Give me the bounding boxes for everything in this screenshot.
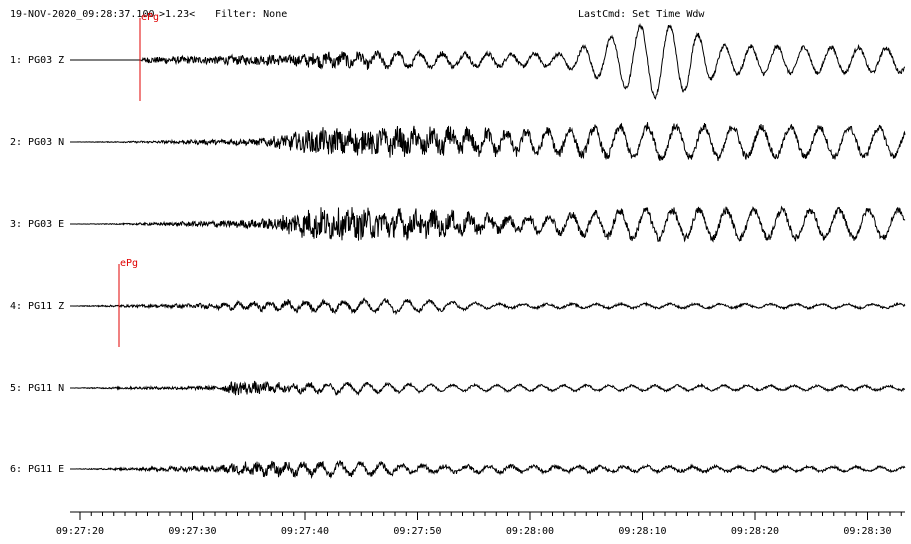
waveform — [70, 122, 906, 162]
pick-label: ePg — [120, 258, 138, 269]
waveform — [70, 22, 905, 101]
trace-label: 5: PG11 N — [10, 383, 64, 394]
trace-label: 6: PG11 E — [10, 464, 64, 475]
last-command: LastCmd: Set Time Wdw — [578, 9, 705, 20]
trace-label: 1: PG03 Z — [10, 55, 64, 66]
trace-label: 3: PG03 E — [10, 219, 64, 230]
time-tick-label: 09:28:10 — [618, 526, 666, 537]
waveform — [70, 205, 906, 243]
trace-label: 2: PG03 N — [10, 137, 64, 148]
time-tick-label: 09:27:50 — [393, 526, 441, 537]
time-tick-label: 09:28:30 — [843, 526, 891, 537]
time-tick-label: 09:27:20 — [56, 526, 104, 537]
time-tick-label: 09:28:20 — [731, 526, 779, 537]
waveform — [70, 297, 906, 316]
pick-label: ePg — [141, 12, 159, 23]
time-tick-label: 09:27:30 — [168, 526, 216, 537]
time-tick-label: 09:28:00 — [506, 526, 554, 537]
waveform — [70, 380, 906, 397]
timestamp: 19-NOV-2020_09:28:37.100 — [10, 9, 155, 20]
trace-label: 4: PG11 Z — [10, 301, 64, 312]
waveform — [70, 460, 906, 480]
scale: >1.23< — [159, 9, 195, 20]
filter: Filter: None — [215, 9, 287, 20]
time-tick-label: 09:27:40 — [281, 526, 329, 537]
